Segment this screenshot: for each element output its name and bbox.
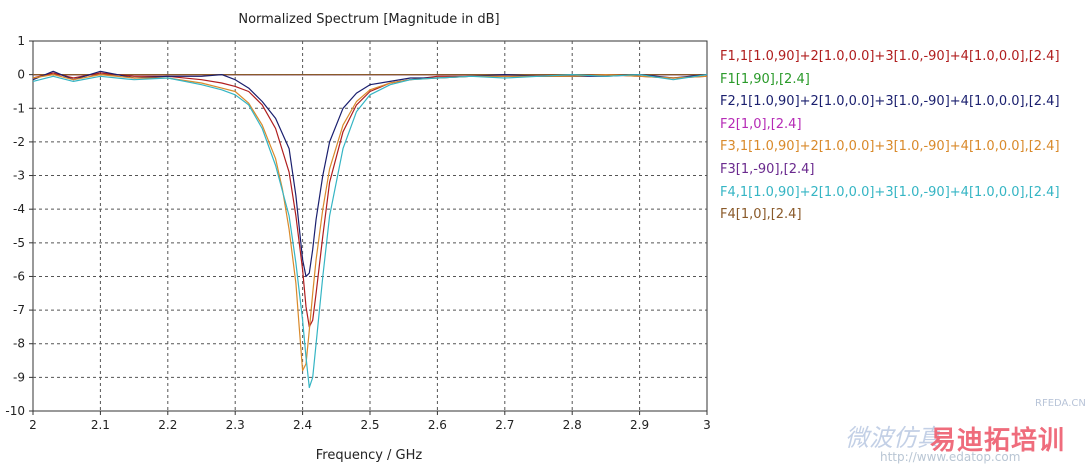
legend-entry-3: F2,1[1.0,90]+2[1.0,0.0]+3[1.0,-90]+4[1.0… — [720, 94, 1060, 110]
series-line-3 — [32, 70, 708, 278]
y-tick-label: 1 — [17, 34, 25, 48]
x-tick-labels: 2 2.1 2.2 2.3 2.4 2.5 2.6 2.7 2.8 2.9 3 — [29, 411, 711, 432]
y-tick-label: -2 — [13, 135, 25, 149]
legend-entry-7: F4,1[1.0,90]+2[1.0,0.0]+3[1.0,-90]+4[1.0… — [720, 184, 1060, 200]
y-tick-label: -10 — [5, 404, 25, 418]
legend-entry-6: F3[1,-90],[2.4] — [720, 161, 815, 177]
y-tick-label: -4 — [13, 202, 25, 216]
x-tick-label: 2.1 — [91, 418, 110, 432]
watermark-site: http://www.edatop.com — [880, 450, 1021, 464]
watermark-brand: 易迪拓培训 — [930, 426, 1066, 456]
y-tick-labels: 1 0 -1 -2 -3 -4 -5 -6 -7 -8 -9 -10 — [5, 34, 33, 418]
x-tick-label: 2.6 — [428, 418, 447, 432]
x-tick-label: 2.3 — [226, 418, 245, 432]
legend: F1,1[1.0,90]+2[1.0,0.0]+3[1.0,-90]+4[1.0… — [720, 46, 1060, 227]
legend-entry-5: F3,1[1.0,90]+2[1.0,0.0]+3[1.0,-90]+4[1.0… — [720, 139, 1060, 155]
x-tick-label: 2.9 — [630, 418, 649, 432]
watermark-rfeda: RFEDA.CN — [1035, 398, 1086, 409]
x-tick-label: 2 — [29, 418, 37, 432]
series-line-7 — [32, 74, 708, 389]
legend-entry-2: F1[1,90],[2.4] — [720, 71, 810, 87]
legend-entry-1: F1,1[1.0,90]+2[1.0,0.0]+3[1.0,-90]+4[1.0… — [720, 49, 1060, 64]
x-tick-label: 3 — [703, 418, 711, 432]
x-axis-label: Frequency / GHz — [316, 448, 423, 463]
x-tick-label: 2.5 — [360, 418, 379, 432]
y-tick-label: -5 — [13, 236, 25, 250]
x-tick-label: 2.4 — [293, 418, 312, 432]
y-tick-label: -7 — [13, 303, 25, 317]
series-line-5 — [32, 74, 708, 372]
x-tick-label: 2.2 — [158, 418, 177, 432]
legend-entry-4: F2[1,0],[2.4] — [720, 116, 802, 132]
y-tick-label: -8 — [13, 337, 25, 351]
series-layer — [32, 70, 708, 389]
y-tick-label: -3 — [13, 169, 25, 183]
chart-title: Normalized Spectrum [Magnitude in dB] — [238, 12, 499, 27]
y-tick-label: -6 — [13, 269, 25, 283]
y-tick-label: -1 — [13, 101, 25, 115]
y-tick-label: -9 — [13, 370, 25, 384]
x-tick-label: 2.7 — [495, 418, 514, 432]
legend-entry-8: F4[1,0],[2.4] — [720, 207, 802, 223]
x-tick-label: 2.8 — [563, 418, 582, 432]
y-tick-label: 0 — [17, 68, 25, 82]
watermark-left-text: 微波仿真 — [845, 424, 941, 452]
